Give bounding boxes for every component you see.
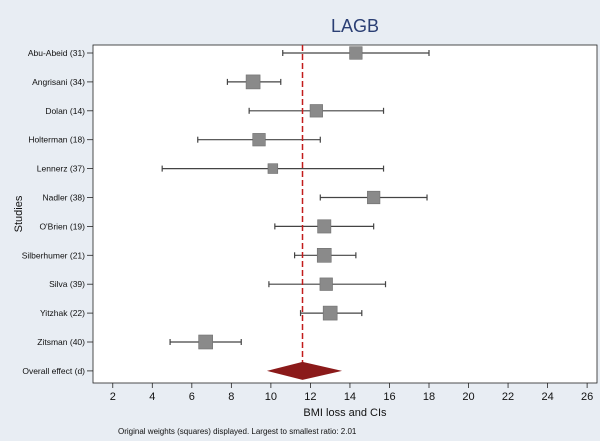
study-label: Silberhumer (21): [22, 250, 85, 260]
study-label: Zitsman (40): [37, 337, 85, 347]
x-tick-label: 18: [423, 391, 435, 403]
x-axis-title: BMI loss and CIs: [303, 407, 387, 419]
x-tick-label: 10: [265, 391, 277, 403]
study-label: Silva (39): [49, 279, 85, 289]
study-estimate-square: [349, 46, 363, 60]
study-estimate-square: [319, 277, 333, 291]
study-estimate-square: [267, 163, 279, 174]
chart-note: Original weights (squares) displayed. La…: [118, 427, 357, 436]
x-tick-label: 20: [462, 391, 474, 403]
x-tick-label: 4: [149, 391, 155, 403]
study-estimate-square: [316, 248, 332, 263]
x-tick-label: 2: [110, 391, 116, 403]
study-label: Nadler (38): [42, 193, 85, 203]
x-tick-label: 26: [581, 391, 593, 403]
x-tick-label: 16: [383, 391, 395, 403]
y-axis-title: Studies: [13, 195, 25, 232]
overall-effect-diamond: [266, 361, 343, 380]
study-label: Abu-Abeid (31): [28, 48, 85, 58]
x-tick-label: 8: [228, 391, 234, 403]
study-estimate-square: [252, 133, 266, 147]
study-label: Yitzhak (22): [40, 308, 85, 318]
study-estimate-square: [317, 219, 332, 234]
x-tick-label: 24: [541, 391, 553, 403]
x-tick-label: 22: [502, 391, 514, 403]
x-tick-label: 6: [189, 391, 195, 403]
study-label: O'Brien (19): [39, 221, 85, 231]
plot-area: [92, 44, 598, 384]
study-label: Overall effect (d): [22, 366, 85, 376]
chart-title: LAGB: [331, 16, 379, 36]
study-label: Lennerz (37): [37, 164, 85, 174]
study-label: Holterman (18): [28, 135, 85, 145]
study-estimate-square: [367, 190, 381, 205]
study-estimate-square: [198, 334, 213, 350]
study-estimate-square: [322, 305, 338, 321]
study-label: Dolan (14): [45, 106, 85, 116]
x-tick-label: 12: [304, 391, 316, 403]
study-label: Angrisani (34): [32, 77, 85, 87]
study-estimate-square: [309, 104, 323, 118]
study-estimate-square: [245, 74, 261, 90]
x-tick-label: 14: [344, 391, 356, 403]
